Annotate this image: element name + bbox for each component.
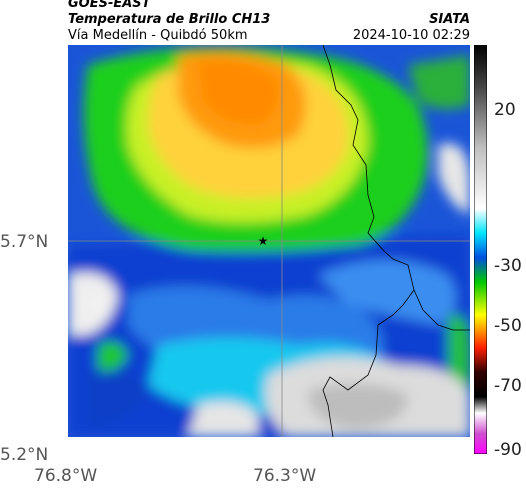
colorbar-tick: -70 — [494, 376, 522, 396]
org-label: SIATA — [429, 12, 470, 27]
border-line — [322, 45, 415, 437]
colorbar-tick: -50 — [494, 316, 522, 336]
star-icon: ★ — [258, 234, 269, 248]
satellite-title: GOES-EAST — [68, 0, 151, 11]
colorbar-tick: -30 — [494, 256, 522, 276]
product-title: Temperatura de Brillo CH13 — [68, 12, 271, 27]
border-line-east — [413, 289, 470, 331]
colorbar-tick: -90 — [494, 440, 522, 460]
colorbar-tick: 20 — [494, 100, 516, 120]
brightness-temperature-map: ★ — [68, 45, 470, 437]
datetime-label: 2024-10-10 02:29 — [352, 28, 470, 43]
x-axis-label: 76.8°W — [34, 466, 98, 486]
colorbar — [474, 45, 487, 454]
x-axis-label: 76.3°W — [253, 466, 317, 486]
y-axis-label: 5.2°N — [0, 445, 49, 465]
region-label: Vía Medellín - Quibdó 50km — [68, 28, 248, 43]
y-axis-label: 5.7°N — [0, 232, 49, 252]
